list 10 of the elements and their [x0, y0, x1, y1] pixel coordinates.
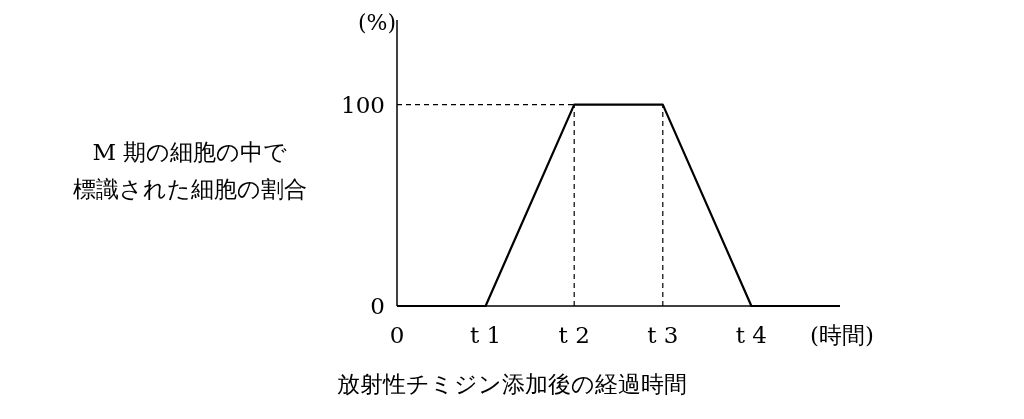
x-tick-label: (時間) [810, 322, 874, 348]
x-tick-label: 0 [389, 322, 405, 348]
x-axis-title: 放射性チミジン添加後の経過時間 [337, 371, 687, 397]
x-tick-label: t 2 [558, 322, 590, 348]
y-axis-title: M 期の細胞の中で標識された細胞の割合 [73, 139, 307, 202]
x-tick-label: t 3 [647, 322, 679, 348]
x-tick-label: t 1 [470, 322, 502, 348]
text: (%) [357, 10, 397, 35]
y-tick-label: 100 [341, 91, 385, 118]
x-tick-label: t 4 [735, 322, 767, 348]
